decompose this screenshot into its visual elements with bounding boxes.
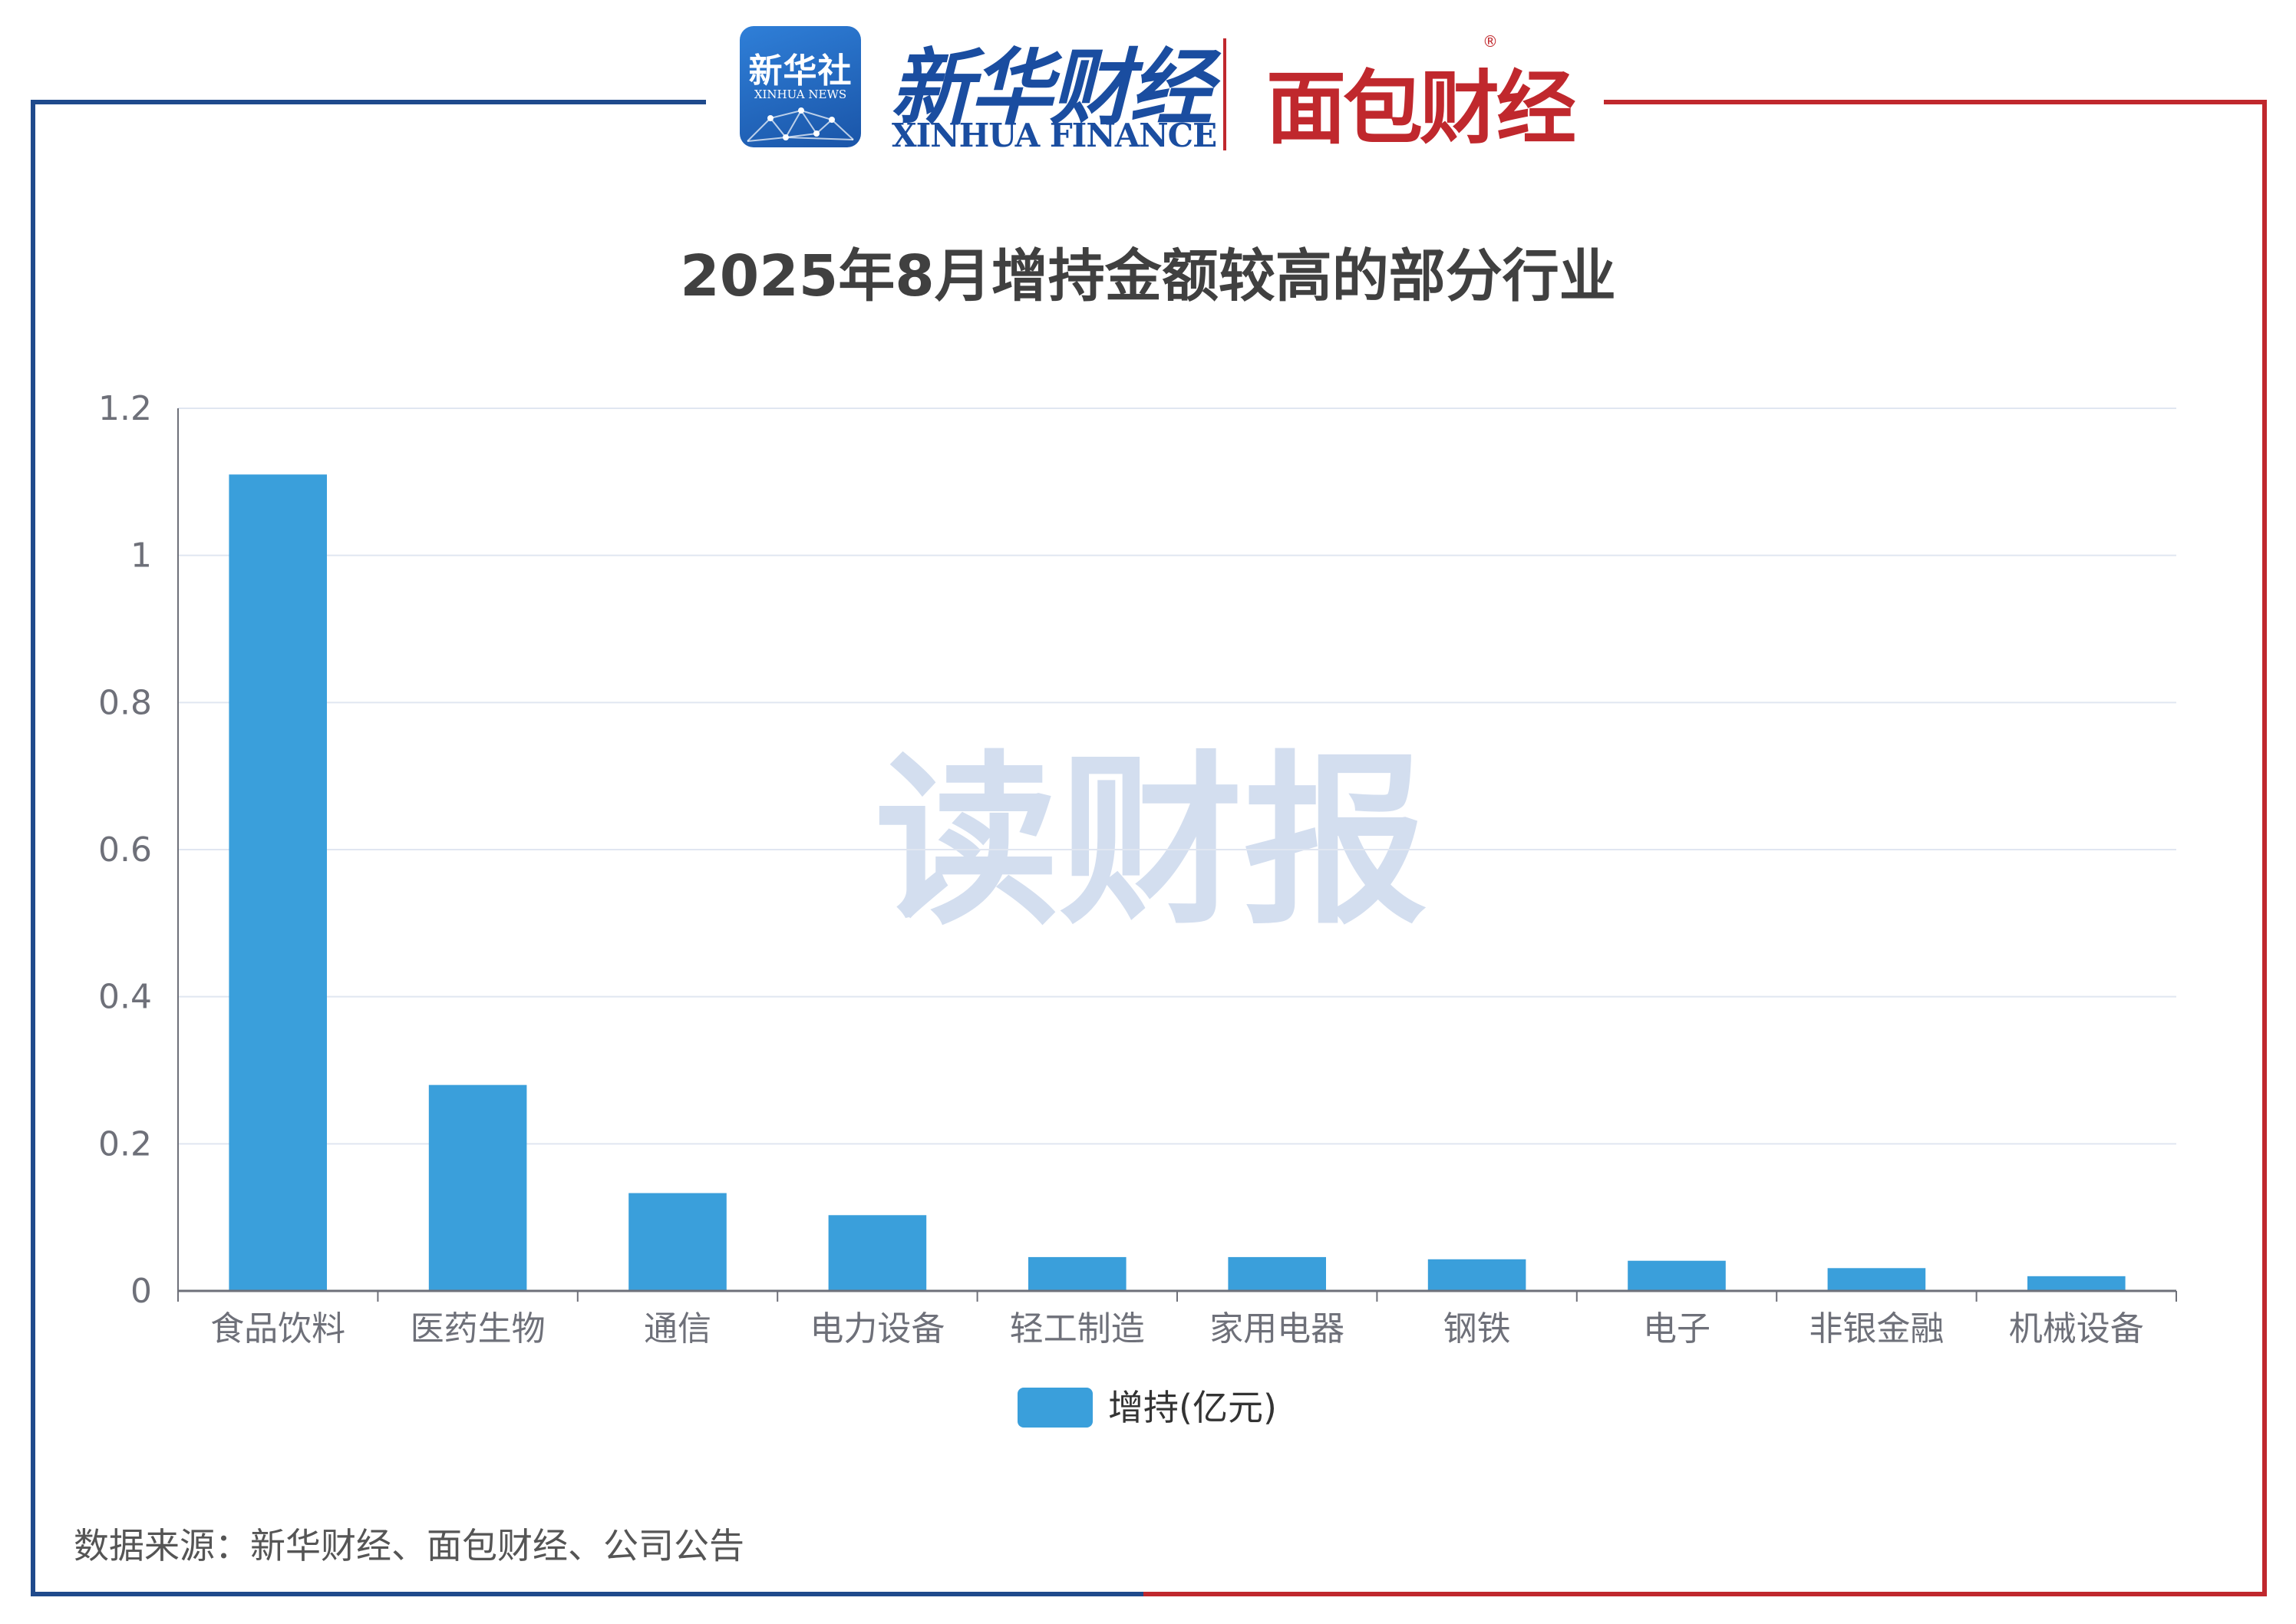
bar[interactable]	[1228, 1256, 1326, 1291]
mianbao-finance-logo-cn: 面包财经	[1266, 61, 1576, 155]
xinhua-finance-logo: 新华财经 XINHUA FINANCE	[890, 21, 1217, 154]
bar[interactable]	[828, 1215, 927, 1291]
x-category-label: 食品饮料	[210, 1309, 345, 1348]
frame-left-border	[31, 100, 35, 1596]
xinhua-finance-logo-en: XINHUA FINANCE	[892, 117, 1217, 154]
bar[interactable]	[1028, 1256, 1127, 1291]
bar[interactable]	[1427, 1259, 1526, 1291]
y-tick-label: 0.6	[98, 830, 152, 870]
x-category-label: 轻工制造	[1010, 1309, 1145, 1348]
bar[interactable]	[428, 1084, 527, 1291]
xinhua-news-logo-en: XINHUA NEWS	[754, 87, 847, 101]
x-category-label: 非银金融	[1809, 1309, 1944, 1348]
x-category-label: 通信	[644, 1309, 711, 1348]
bar[interactable]	[1827, 1268, 1926, 1291]
x-category-label: 家用电器	[1209, 1309, 1344, 1348]
y-tick-label: 1.2	[98, 389, 152, 428]
bar[interactable]	[2027, 1276, 2126, 1291]
chart-title: 2025年8月增持金额较高的部分行业	[680, 243, 1616, 309]
logo-divider	[1223, 38, 1226, 150]
bar[interactable]	[628, 1193, 727, 1291]
x-category-label: 电力设备	[810, 1309, 945, 1348]
x-category-label: 机械设备	[2009, 1309, 2144, 1348]
frame-bottom-right-border	[1143, 1592, 2267, 1596]
legend-swatch	[1018, 1388, 1093, 1428]
legend-label: 增持(亿元)	[1108, 1387, 1277, 1428]
y-tick-label: 1	[130, 536, 152, 576]
axis-layer: 0 0.2 0.4 0.6 0.8 1 1.2 食品饮料 医药生物 通信 电力设备 轻工制造 家用电器 钢…	[98, 389, 2177, 1348]
x-category-label: 钢铁	[1443, 1309, 1511, 1348]
frame-top-right-border	[1604, 100, 2267, 104]
source-note: 数据来源：新华财经、面包财经、公司公告	[74, 1525, 744, 1566]
network-globe-icon	[747, 107, 854, 142]
xinhua-finance-logo-cn: 新华财经	[890, 40, 1212, 137]
frame-top-left-border	[31, 100, 706, 104]
y-tick-label: 0.8	[98, 683, 152, 722]
xinhua-news-logo-cn: 新华社	[748, 51, 853, 91]
x-category-label: 医药生物	[411, 1309, 546, 1348]
registered-mark: ®	[1483, 32, 1498, 51]
y-tick-label: 0.2	[98, 1124, 152, 1164]
frame-right-border	[2262, 100, 2267, 1596]
mianbao-finance-logo: 面包财经 ®	[1266, 32, 1576, 155]
frame-bottom-left-border	[31, 1592, 1143, 1596]
bars-layer	[229, 474, 2126, 1291]
y-tick-label: 0.4	[98, 978, 152, 1017]
y-tick-label: 0	[130, 1272, 152, 1311]
xinhua-news-logo: 新华社 XINHUA NEWS	[740, 26, 861, 147]
legend[interactable]: 增持(亿元)	[1018, 1387, 1277, 1428]
watermark: 读财报	[875, 734, 1427, 949]
x-category-label: 电子	[1643, 1309, 1710, 1348]
bar[interactable]	[229, 474, 327, 1291]
bar[interactable]	[1628, 1260, 1726, 1291]
